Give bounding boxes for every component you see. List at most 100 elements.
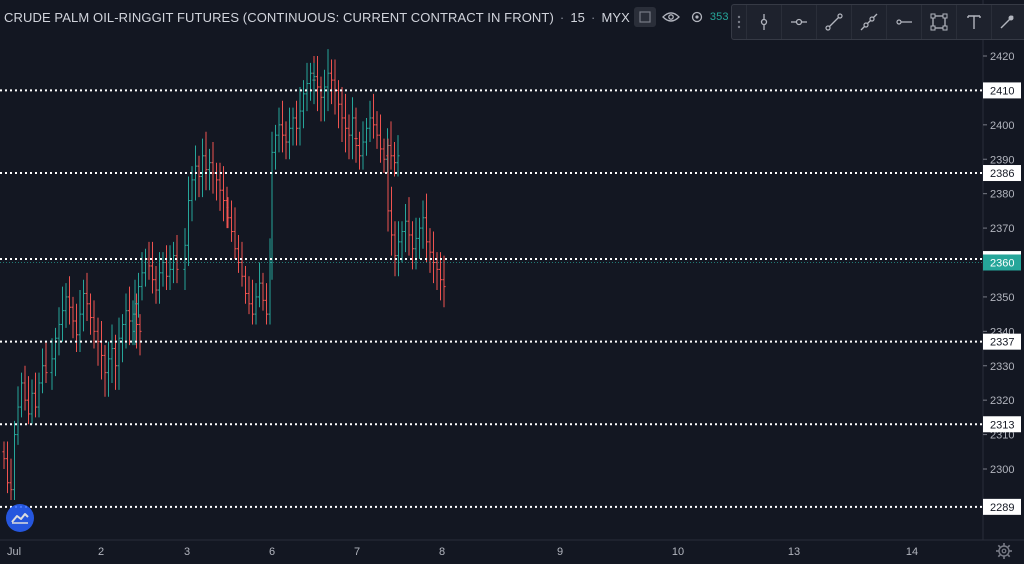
price-peek: 353 — [709, 11, 729, 23]
ohlc-bar — [53, 327, 58, 377]
ohlc-bar — [392, 142, 397, 177]
ohlc-bar — [268, 238, 272, 325]
ohlc-bar — [298, 86, 302, 146]
drawing-toolbar[interactable] — [731, 4, 1024, 40]
ohlc-bar — [357, 131, 362, 170]
ohlc-bar — [364, 117, 369, 156]
y-tick-label: 2370 — [990, 223, 1014, 235]
ohlc-bar — [280, 100, 285, 153]
level-label: 2289 — [990, 502, 1014, 514]
ohlc-bar — [368, 100, 372, 143]
ohlc-bar — [417, 217, 422, 260]
bars-layer — [2, 49, 446, 500]
level-label: 2313 — [990, 419, 1014, 431]
ohlc-bar — [12, 420, 17, 500]
gear-icon[interactable] — [995, 542, 1013, 560]
ohlc-bar — [431, 231, 436, 284]
ohlc-bar — [131, 300, 135, 346]
vertical-line-icon[interactable] — [746, 5, 781, 39]
horizontal-ray-icon[interactable] — [781, 5, 816, 39]
ohlc-bar — [257, 262, 262, 308]
ohlc-bar — [400, 221, 404, 263]
ohlc-bar — [19, 372, 24, 418]
level-label: 2410 — [990, 85, 1014, 97]
brush-icon[interactable] — [991, 5, 1022, 39]
ohlc-bar — [103, 345, 107, 397]
ohlc-bar — [74, 303, 79, 352]
ohlc-bar — [354, 114, 358, 160]
ohlc-bar — [273, 124, 278, 170]
ohlc-bar — [403, 203, 408, 253]
ohlc-bar — [221, 166, 226, 222]
ohlc-bar — [197, 155, 201, 198]
ohlc-bar — [284, 121, 288, 160]
ohlc-bar — [96, 317, 100, 366]
y-tick-label: 2380 — [990, 189, 1014, 201]
ohlc-bar — [140, 252, 144, 301]
level-labels: 2410238623612337231322892360 — [983, 82, 1021, 515]
ohlc-bar — [190, 166, 194, 222]
y-tick-label: 2300 — [990, 464, 1014, 476]
ohlc-bar — [378, 114, 383, 163]
ohlc-bar — [117, 317, 121, 390]
y-tick-label: 2350 — [990, 292, 1014, 304]
y-tick-label: 2330 — [990, 361, 1014, 373]
exchange: MYX — [601, 9, 630, 25]
x-tick-label: 14 — [906, 546, 918, 558]
ohlc-bar — [57, 307, 61, 356]
ohlc-bar — [30, 379, 34, 425]
extended-line-icon[interactable] — [851, 5, 886, 39]
x-tick-label: 8 — [439, 546, 445, 558]
level-label-box — [983, 82, 1021, 99]
eye-icon[interactable] — [660, 7, 682, 27]
ohlc-bar — [250, 279, 255, 325]
ohlc-bar — [361, 121, 365, 170]
text-icon[interactable] — [956, 5, 991, 39]
symbol-legend[interactable]: CRUDE PALM OIL-RINGGIT FUTURES (CONTINUO… — [0, 6, 733, 28]
ohlc-bar — [243, 265, 248, 304]
ohlc-bar — [168, 245, 172, 291]
ohlc-bar — [147, 241, 151, 280]
symbol-name[interactable]: CRUDE PALM OIL-RINGGIT FUTURES (CONTINUO… — [4, 9, 554, 25]
settings-icon[interactable] — [686, 7, 708, 27]
ohlc-bar — [389, 121, 393, 170]
ohlc-bar — [315, 56, 320, 112]
ohlc-bar — [88, 293, 93, 335]
separator: · — [591, 9, 596, 25]
horizontal-line-icon[interactable] — [886, 5, 921, 39]
ohlc-bar — [333, 59, 337, 115]
ohlc-bar — [287, 107, 292, 160]
ohlc-bar — [92, 300, 96, 349]
rectangle-icon[interactable] — [921, 5, 956, 39]
x-tick-label: 3 — [184, 546, 190, 558]
symbol-color-icon[interactable] — [633, 7, 656, 27]
interval[interactable]: 15 — [570, 9, 585, 25]
trend-line-icon[interactable] — [816, 5, 851, 39]
ohlc-bar — [424, 193, 429, 263]
ohlc-bar — [110, 324, 114, 383]
ohlc-bar — [319, 76, 323, 122]
ohlc-bar — [233, 207, 237, 260]
ohlc-bar — [16, 386, 20, 445]
ohlc-bar — [150, 241, 155, 294]
level-label-box — [983, 498, 1021, 515]
ohlc-bar — [340, 86, 344, 143]
ohlc-bar — [186, 176, 191, 266]
ohlc-bar — [218, 162, 222, 211]
toolbar-grip-icon[interactable] — [732, 5, 746, 39]
tradingview-logo-icon[interactable] — [6, 504, 34, 532]
ohlc-bar — [396, 135, 400, 177]
ohlc-bar — [23, 365, 27, 411]
ohlc-bar — [442, 255, 446, 308]
ohlc-bar — [5, 441, 10, 494]
level-label-box — [983, 165, 1021, 182]
x-tick-label: 13 — [788, 546, 800, 558]
ohlc-bar — [40, 348, 45, 394]
ohlc-bar — [136, 272, 141, 318]
ohlc-bar — [64, 283, 68, 328]
ohlc-bar — [261, 272, 265, 311]
level-label-box — [983, 416, 1021, 433]
ohlc-bar — [164, 245, 169, 291]
ohlc-bar — [421, 200, 425, 249]
